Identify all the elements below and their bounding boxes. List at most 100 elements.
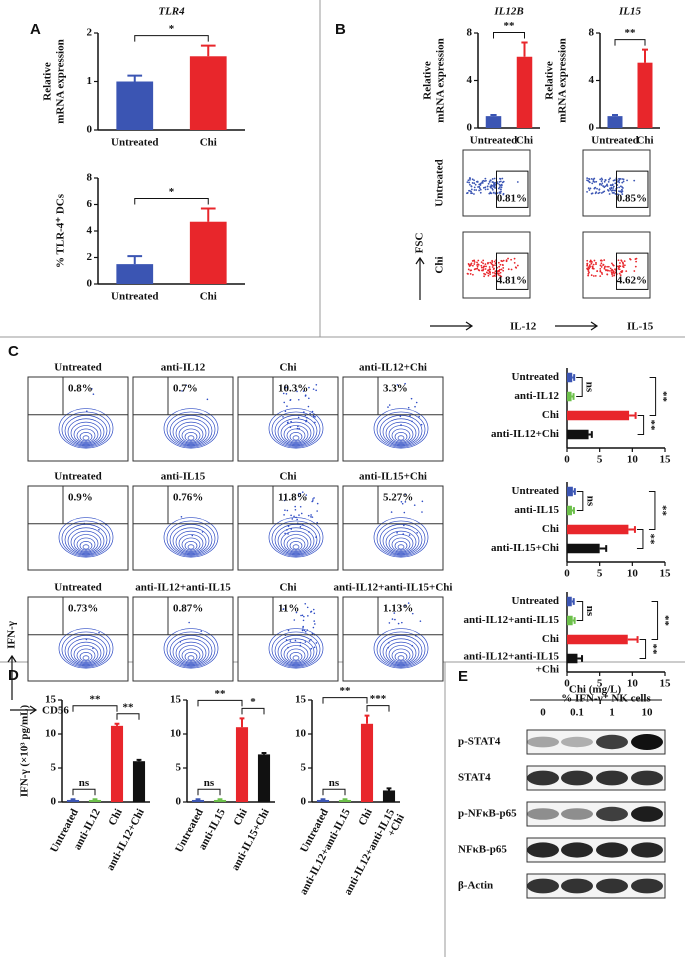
event-dot [470,185,473,188]
bar [189,56,227,130]
event-dot [635,260,638,263]
event-dot [467,179,470,182]
event-dot [490,184,493,187]
x-tick-label: 15 [660,454,672,466]
event-dot [480,266,483,269]
contour [280,641,312,665]
event-dot [387,646,389,649]
event-dot [502,193,505,196]
significance-bracket [116,713,140,720]
gate [616,252,649,290]
event-dot [179,641,182,643]
event-dot [592,179,595,181]
significance-bracket [72,705,118,712]
event-dot [493,267,495,270]
event-dot [304,630,307,633]
event-dot [619,185,622,188]
contour [76,648,96,663]
event-dot [491,266,494,268]
event-dot [306,416,308,419]
event-dot [490,262,493,265]
plot-title: Untreated [54,362,101,374]
event-dot [609,188,612,191]
y-tick-label: 0 [87,124,93,136]
event-dot [303,615,305,618]
y-tick-label: anti-IL15 [514,504,559,516]
error-bar [70,798,76,801]
bar [637,62,653,128]
gate-percent: 10.3% [278,383,308,395]
event-dot [400,424,402,426]
plot-title: anti-IL12+Chi [359,362,427,374]
contour [166,411,216,448]
event-dot [474,183,477,186]
event-dot [610,187,613,190]
event-dot [282,608,285,611]
y-axis-label: mRNA expression [55,39,67,123]
event-dot [622,262,625,265]
event-dot [613,189,616,192]
event-dot [311,410,314,413]
x-tick-label: Chi [106,807,125,828]
event-dot [608,178,610,181]
event-dot [300,512,303,515]
band [631,842,663,858]
event-dot [499,180,502,183]
significance-bracket [576,491,584,511]
event-dot [484,263,487,265]
event-dot [497,272,500,275]
event-dot [487,182,490,185]
event-dot [501,184,503,187]
event-dot [620,271,623,274]
event-dot [469,178,471,181]
event-dot [497,187,500,190]
event-dot [482,179,485,182]
error-bar [200,44,216,57]
x-tick-label: Untreated [111,291,158,303]
event-dot [403,524,405,527]
event-dot [587,187,590,190]
x-tick-label: 10 [627,678,639,690]
event-dot [287,533,289,535]
event-dot [607,265,610,268]
event-dot [476,261,478,264]
event-dot [289,426,292,428]
event-dot [609,177,611,180]
event-dot [603,186,606,189]
bar [567,486,573,497]
event-dot [473,193,475,195]
event-dot [473,261,476,263]
event-dot [499,271,502,274]
event-dot [473,263,476,265]
x-tick-label: 5 [597,568,603,580]
event-dot [98,631,100,634]
event-dot [591,261,593,263]
contour [184,541,198,551]
event-dot [485,271,488,274]
event-dot [287,646,289,649]
contour [394,541,408,551]
contour [73,645,99,664]
contour [274,635,318,667]
y-tick-label: 0 [176,796,182,808]
event-dot [484,177,487,180]
event-dot [299,492,302,495]
band [631,734,663,750]
event-dot [493,260,496,263]
event-dot [618,177,620,180]
event-dot [597,192,600,195]
error-bar [571,393,575,400]
y-tick-label: 5 [301,762,307,774]
event-dot [404,493,407,496]
event-dot [397,622,400,625]
event-dot [602,263,605,266]
y-tick-label: 10 [45,728,57,740]
event-dot [470,263,473,265]
event-dot [299,641,302,644]
event-dot [393,612,396,614]
event-dot [468,183,471,186]
event-dot [188,621,190,624]
significance-label: ns [584,606,596,617]
contour [388,645,414,664]
y-tick-label: 0 [589,122,595,134]
